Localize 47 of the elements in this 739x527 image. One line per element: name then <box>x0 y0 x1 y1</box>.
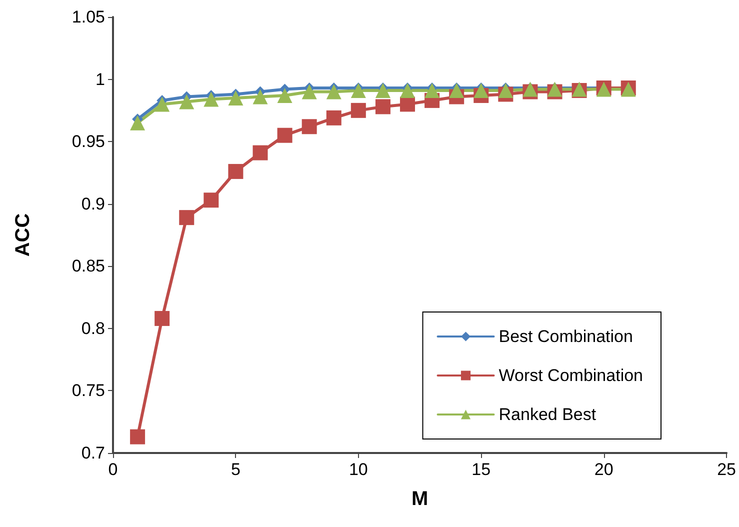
point <box>400 96 415 112</box>
point <box>204 192 219 208</box>
x-tick-label: 15 <box>472 460 491 479</box>
x-tick-label: 5 <box>230 460 240 479</box>
point <box>326 84 342 100</box>
point <box>179 210 194 226</box>
y-tick-label: 1 <box>96 70 105 89</box>
point <box>498 82 514 98</box>
point <box>350 82 366 98</box>
point <box>252 89 268 104</box>
point <box>302 84 317 100</box>
x-tick-label: 0 <box>108 460 118 479</box>
point <box>154 310 170 326</box>
point <box>252 145 268 160</box>
point <box>350 102 366 118</box>
legend-label: Best Combination <box>498 327 633 346</box>
point <box>400 82 415 98</box>
point <box>228 90 244 106</box>
point <box>449 82 464 98</box>
x-tick-label: 20 <box>594 460 614 479</box>
point <box>277 128 292 143</box>
y-tick-label: 0.75 <box>72 381 105 400</box>
y-tick-label: 1.05 <box>72 8 105 26</box>
y-axis-title: ACC <box>12 213 34 257</box>
point <box>130 115 146 130</box>
point <box>228 164 244 179</box>
point <box>375 82 390 98</box>
x-tick-label: 25 <box>717 460 736 479</box>
y-tick-label: 0.95 <box>72 132 105 152</box>
legend-label: Ranked Best <box>498 405 596 424</box>
point <box>326 110 342 126</box>
point <box>375 99 390 114</box>
x-axis-title: M <box>411 488 428 510</box>
point <box>154 96 170 112</box>
legend-label: Worst Combination <box>498 366 644 385</box>
point <box>424 82 440 98</box>
y-tick-label: 0.9 <box>81 194 105 214</box>
point <box>179 94 194 110</box>
point <box>474 82 489 98</box>
y-tick-label: 0.7 <box>81 444 105 462</box>
point <box>130 429 146 444</box>
point <box>302 119 317 134</box>
y-tick-label: 0.85 <box>72 256 105 276</box>
y-tick-label: 0.8 <box>81 318 105 338</box>
point <box>277 88 292 103</box>
point <box>204 92 219 107</box>
x-tick-label: 10 <box>348 460 368 479</box>
